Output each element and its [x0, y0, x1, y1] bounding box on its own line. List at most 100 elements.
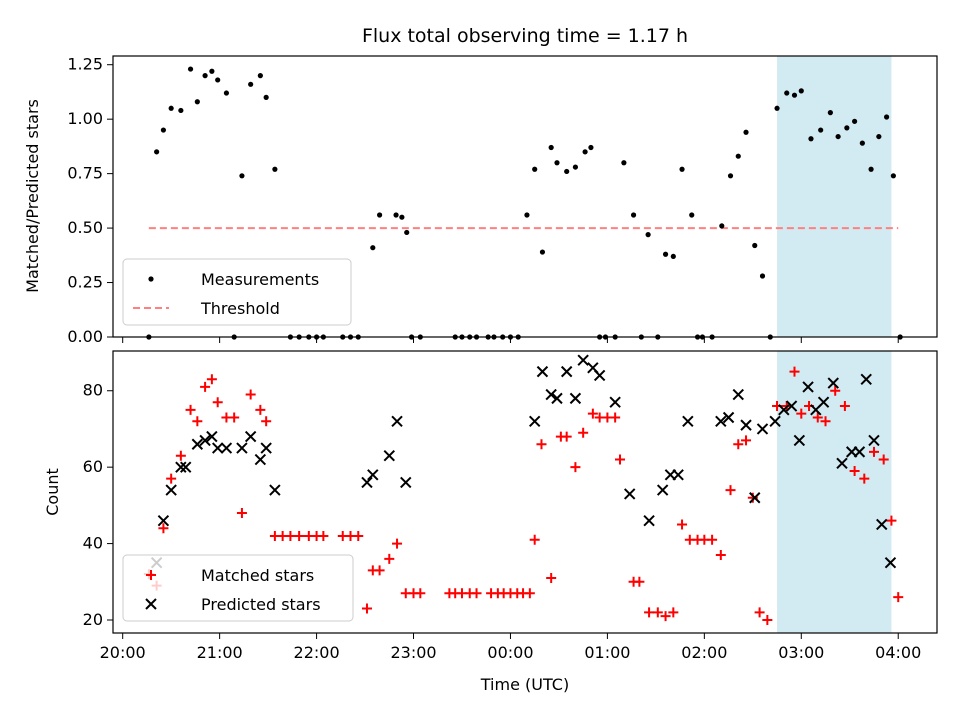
measurement-point [743, 129, 749, 135]
measurement-point [883, 114, 890, 120]
matched-stars-point [660, 611, 671, 622]
matched-stars-point [820, 416, 831, 427]
y-axis-title-count: Count [43, 468, 62, 516]
predicted-stars-point [836, 457, 848, 470]
matched-stars-point [361, 603, 372, 614]
measurement-point [154, 149, 160, 155]
legend-entry-label: Measurements [201, 270, 319, 289]
matched-stars-point [471, 588, 482, 599]
predicted-stars-point [749, 492, 761, 504]
legend-box [122, 554, 354, 622]
y-tick-label: 0.25 [67, 273, 103, 292]
predicted-stars-point [785, 400, 798, 412]
measurement-point [835, 133, 841, 140]
measurement-point [202, 73, 208, 79]
matched-stars-point [762, 615, 773, 626]
predicted-stars-point [361, 476, 373, 489]
matched-stars-point [644, 607, 655, 618]
predicted-stars-point [827, 377, 839, 389]
matched-stars-point [384, 553, 395, 564]
measurement-point [727, 173, 734, 179]
measurement-point [818, 127, 824, 133]
predicted-stars-point [609, 396, 621, 408]
measurement-point [662, 251, 669, 257]
measurements-panel: 0.00 0.25 0.50 0.75 1.00 1.25 Measurements Thre… [67, 55, 938, 346]
predicted-stars-point [672, 469, 684, 481]
matched-stars-point [255, 404, 266, 415]
chart-title: Flux total observing time = 1.17 h [362, 25, 688, 47]
measurement-point [588, 144, 594, 151]
predicted-stars-point [740, 419, 752, 431]
measurement-point [194, 99, 200, 105]
measurement-point [791, 92, 798, 98]
x-tick-label: 20:00 [100, 643, 146, 662]
predicted-stars-point [623, 488, 636, 500]
matched-stars-point [524, 588, 535, 599]
matched-stars-point [741, 435, 752, 446]
predicted-stars-point [383, 449, 395, 462]
predicted-stars-point [175, 461, 187, 473]
predicted-stars-point [254, 453, 267, 466]
matched-stars-point [285, 530, 296, 541]
predicted-stars-point [884, 556, 897, 569]
measurement-point [539, 249, 546, 255]
measurement-point [554, 160, 560, 166]
predicted-stars-point [528, 415, 541, 428]
predicted-stars-point [715, 415, 727, 428]
predicted-stars-point [551, 392, 563, 405]
measurement-point [263, 94, 269, 100]
predicted-stars-point [802, 381, 814, 393]
measurement-point [187, 66, 194, 72]
matched-stars-point [318, 530, 329, 541]
legend: Matched stars Predicted stars [122, 554, 354, 622]
matched-stars-point [229, 412, 240, 423]
legend-measurement-marker [148, 276, 154, 282]
measurement-point [215, 77, 221, 83]
matched-stars-point [175, 450, 186, 461]
matched-stars-point [725, 485, 736, 496]
measurement-point [524, 212, 530, 218]
predicted-stars-point [206, 430, 218, 443]
matched-stars-point [893, 592, 904, 603]
y-tick-label: 20 [83, 610, 103, 629]
matched-stars-point [747, 492, 758, 503]
legend-entry-label: Predicted stars [201, 595, 321, 614]
measurement-point [399, 214, 405, 220]
matched-stars-point [707, 534, 718, 545]
measurement-point [784, 90, 790, 96]
measurement-point [844, 125, 850, 131]
matched-stars-point [868, 446, 879, 457]
y-tick-label: 40 [83, 534, 103, 553]
measurement-point [239, 173, 245, 179]
predicted-stars-point [876, 518, 888, 531]
matched-stars-point [812, 412, 823, 423]
matched-stars-point [374, 565, 385, 576]
highlight-span [777, 56, 892, 337]
matched-stars-point [570, 462, 581, 473]
counts-panel: 20 40 60 80 20:00 21:00 22:00 23:00 00:00 01:00 02… [83, 350, 938, 662]
matched-stars-point [206, 374, 217, 385]
measurement-point [404, 229, 410, 236]
y-tick-label: 0.75 [67, 164, 103, 183]
predicted-stars-point [269, 484, 281, 496]
predicted-stars-point [391, 415, 403, 428]
matched-stars-point [615, 454, 626, 465]
measurement-point [827, 110, 833, 116]
measurement-point [564, 168, 570, 175]
y-tick-label: 60 [83, 457, 103, 476]
predicted-stars-point [778, 404, 790, 416]
predicted-stars-point [643, 514, 655, 527]
matched-stars-point [212, 397, 223, 408]
matched-stars-point [587, 408, 598, 419]
matched-stars-point [849, 465, 860, 476]
predicted-stars-point [722, 411, 735, 424]
matched-stars-point [185, 404, 196, 415]
matched-stars-point [830, 385, 841, 396]
predicted-stars-point [860, 373, 872, 385]
measurement-point [548, 144, 554, 151]
matched-stars-point [561, 431, 572, 442]
predicted-stars-point [732, 388, 744, 401]
matched-stars-point [789, 366, 800, 377]
predicted-stars-point [853, 446, 866, 458]
